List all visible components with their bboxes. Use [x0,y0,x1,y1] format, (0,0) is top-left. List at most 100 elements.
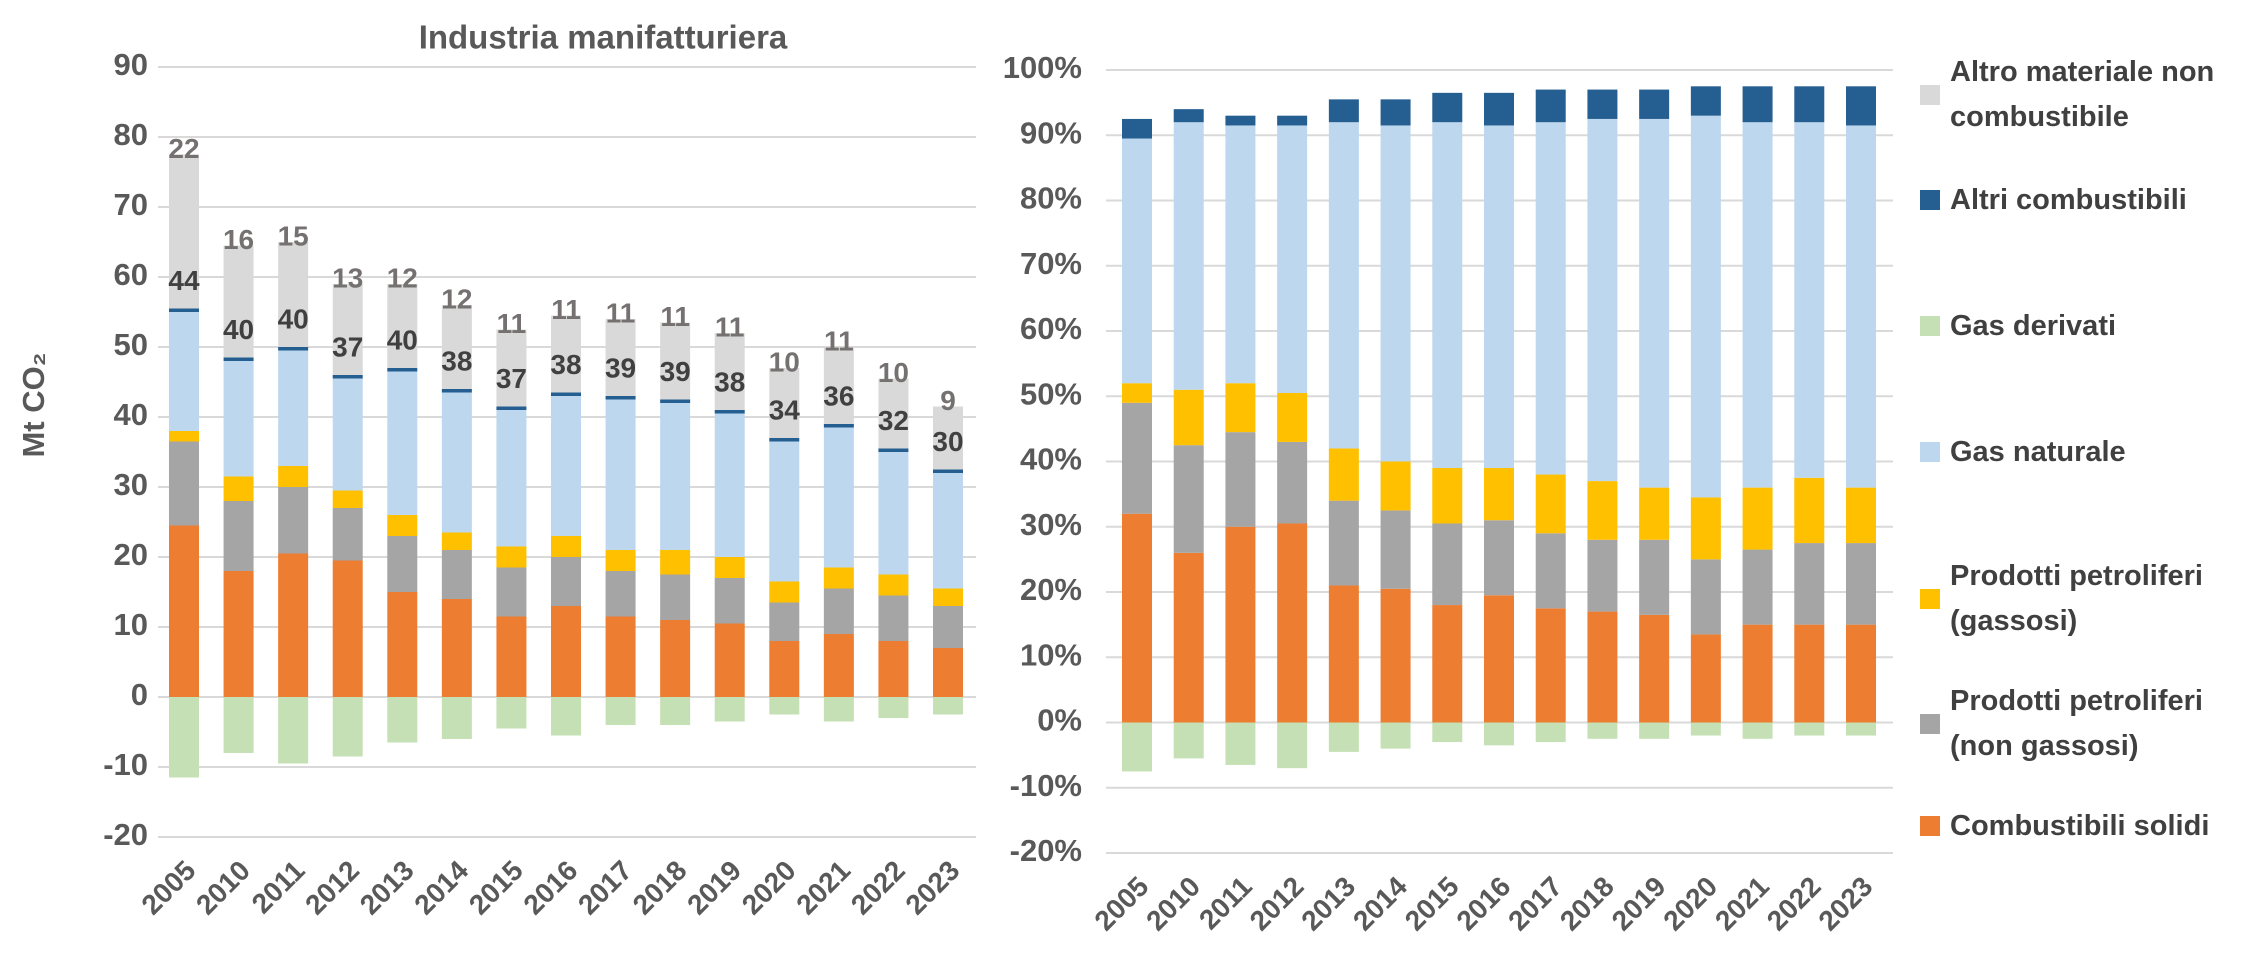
x-tick-label: 2016 [517,855,583,921]
bar-segment [1846,624,1876,723]
bar-segment [1328,500,1359,586]
bar-segment [1277,125,1308,393]
bar-segment [1432,523,1463,606]
x-tick-label: 2005 [135,855,201,921]
bar-segment [1173,122,1204,390]
data-label: 16 [223,224,254,255]
y-tick-label: -10 [103,747,148,782]
total-label: 44 [168,265,200,296]
bar-segment [1122,138,1152,384]
legend-swatch [1920,85,1940,105]
bar-segment [1380,99,1411,126]
x-tick-label: 2018 [1554,871,1620,937]
bar-segment [441,389,472,393]
bar-segment [441,392,472,533]
bar-segment [1794,722,1825,736]
bar-segment [1846,487,1876,544]
data-label: 11 [660,301,690,332]
bar-segment [1690,722,1721,736]
bar-segment [878,697,909,718]
data-label: 9 [940,385,956,416]
bar-segment [1846,722,1876,736]
bar-segment [1639,722,1670,739]
bar-segment [878,641,909,697]
bar-segment [1173,389,1204,446]
x-tick-label: 2010 [1140,871,1206,937]
bar-segment [660,574,691,620]
bar-segment [1122,513,1152,723]
legend-label: Altri combustibili [1950,183,2187,216]
bar-segment [933,469,963,473]
y-tick-label: -20% [1010,833,1082,868]
bar-segment [496,410,527,547]
bar-segment [441,550,472,599]
data-label: 22 [168,133,199,164]
bar-segment [1328,722,1359,752]
bar-segment [1794,624,1825,723]
bar-segment [714,333,745,410]
x-tick-label: 2016 [1450,871,1516,937]
bar-segment [714,697,745,722]
bar-segment [1690,559,1721,635]
bar-segment [1432,722,1463,743]
bar-segment [1587,89,1618,119]
bar-segment [823,427,854,568]
bar-segment [169,525,199,697]
bar-segment [1173,109,1204,123]
total-label: 36 [823,380,854,411]
y-tick-label: 30% [1020,507,1082,542]
bar-segment [551,697,581,736]
y-tick-label: 0 [131,677,148,712]
bar-segment [769,697,800,715]
bar-segment [714,578,745,624]
data-label: 12 [387,262,418,293]
data-label: 11 [606,297,636,328]
bar-segment [223,361,254,477]
total-label: 39 [660,356,691,387]
bar-segment [169,312,199,431]
bar-segment [441,599,472,697]
total-label: 37 [332,331,363,362]
bar-segment [441,305,472,389]
x-tick-label: 2022 [1761,871,1827,937]
legend-label: Prodotti petroliferi (gassosi) [1950,560,2203,637]
bar-segment [332,508,363,561]
bar-segment [714,623,745,697]
bar-segment [878,378,909,449]
bar-segment [769,581,800,603]
bar-segment [387,371,418,515]
bar-segment [1587,722,1618,739]
bar-segment [223,245,254,358]
legend-entry: Altri combustibili [1920,155,2250,245]
bar-segment [223,357,254,361]
bar-segment [278,347,309,351]
bar-segment [278,350,309,466]
bar-segment [1742,86,1773,123]
data-label: 11 [497,308,527,339]
bar-segment [660,550,691,575]
bar-segment [933,406,963,470]
bar-segment [605,616,636,697]
bar-segment [769,602,800,641]
bar-segment [387,515,418,536]
y-tick-label: 60% [1020,311,1082,346]
bar-segment [1432,468,1463,524]
bar-segment [933,606,963,648]
bar-segment [332,697,363,757]
x-tick-label: 2021 [1709,871,1775,937]
bar-segment [496,697,527,729]
bar-segment [496,406,527,410]
bar-segment [1122,383,1152,403]
bar-segment [387,592,418,697]
x-tick-label: 2005 [1088,871,1154,937]
bar-segment [769,641,800,697]
x-tick-label: 2023 [1812,871,1878,937]
y-tick-label: -10% [1010,768,1082,803]
x-tick-label: 2018 [627,855,693,921]
bar-segment [496,329,527,407]
x-tick-label: 2010 [190,855,256,921]
bar-segment [387,697,418,743]
bar-segment [1277,523,1308,723]
bar-segment [551,396,581,536]
